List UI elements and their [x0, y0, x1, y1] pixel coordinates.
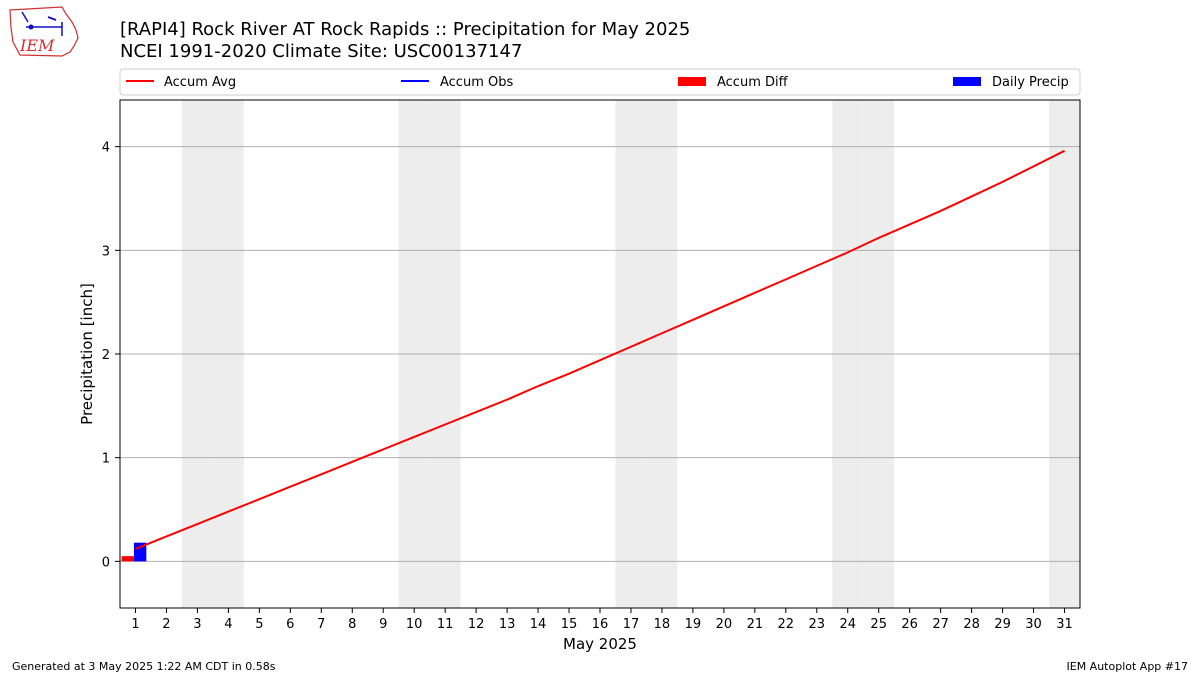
x-tick-label: 10 — [406, 617, 423, 632]
x-tick-label: 15 — [561, 617, 578, 632]
y-axis-label: Precipitation [inch] — [78, 283, 96, 425]
x-tick-label: 23 — [809, 617, 826, 632]
x-tick-label: 30 — [1025, 617, 1042, 632]
x-tick-label: 29 — [994, 617, 1011, 632]
x-tick-label: 9 — [379, 617, 387, 632]
legend-label-daily-precip: Daily Precip — [992, 75, 1069, 90]
x-tick-label: 25 — [870, 617, 887, 632]
x-tick-label: 24 — [839, 617, 856, 632]
x-tick-label: 21 — [747, 617, 764, 632]
x-tick-label: 8 — [348, 617, 356, 632]
x-tick-label: 31 — [1056, 617, 1073, 632]
x-tick-label: 19 — [685, 617, 702, 632]
x-tick-label: 5 — [255, 617, 263, 632]
iem-logo: IEM — [9, 6, 79, 57]
x-tick-label: 16 — [592, 617, 609, 632]
legend-label-accum-avg: Accum Avg — [164, 75, 236, 90]
lines-layer — [135, 149, 1065, 550]
legend-label-accum-diff: Accum Diff — [717, 75, 789, 90]
x-tick-label: 7 — [317, 617, 325, 632]
x-tick-label: 11 — [437, 617, 454, 632]
gridlines — [120, 146, 1080, 562]
iowa-outline-icon — [9, 6, 79, 57]
y-tick-label: 4 — [102, 141, 110, 156]
chart-subtitle: NCEI 1991-2020 Climate Site: USC00137147 — [120, 41, 522, 62]
legend-label-accum-obs: Accum Obs — [440, 75, 513, 90]
legend: Accum Avg Accum Obs Accum Diff Daily Pre… — [119, 68, 1081, 96]
x-tick-label: 14 — [530, 617, 547, 632]
x-tick-label: 18 — [654, 617, 671, 632]
iem-logo-text: IEM — [19, 36, 55, 55]
legend-frame — [119, 68, 1081, 96]
x-tick-label: 13 — [499, 617, 516, 632]
y-axis-ticks: 0 1 2 3 4 — [102, 141, 120, 570]
x-tick-label: 6 — [286, 617, 294, 632]
y-tick-label: 1 — [102, 452, 110, 467]
x-axis-ticks: 1 2 3 4 5 6 7 8 9 10 11 12 13 14 15 16 17 18 19 20 21 22 23 24 2… — [131, 608, 1073, 632]
legend-swatch-daily-precip — [953, 77, 981, 86]
accum-avg-line — [135, 149, 1065, 550]
x-tick-label: 17 — [623, 617, 640, 632]
x-tick-label: 12 — [468, 617, 485, 632]
x-tick-label: 26 — [901, 617, 918, 632]
y-tick-label: 0 — [102, 555, 110, 570]
footer-generated: Generated at 3 May 2025 1:22 AM CDT in 0… — [12, 660, 276, 673]
y-tick-label: 3 — [102, 244, 110, 259]
x-tick-label: 27 — [932, 617, 949, 632]
legend-swatch-accum-diff — [678, 77, 706, 86]
x-tick-label: 2 — [162, 617, 170, 632]
footer-app: IEM Autoplot App #17 — [1067, 660, 1189, 673]
x-tick-label: 28 — [963, 617, 980, 632]
x-axis-label: May 2025 — [563, 635, 637, 653]
x-tick-label: 20 — [716, 617, 733, 632]
accum-diff-bar — [121, 556, 134, 562]
x-tick-label: 4 — [224, 617, 232, 632]
x-tick-label: 1 — [131, 617, 139, 632]
x-tick-label: 3 — [193, 617, 201, 632]
x-tick-label: 22 — [778, 617, 795, 632]
chart-title: [RAPI4] Rock River AT Rock Rapids :: Pre… — [120, 19, 690, 40]
y-tick-label: 2 — [102, 348, 110, 363]
